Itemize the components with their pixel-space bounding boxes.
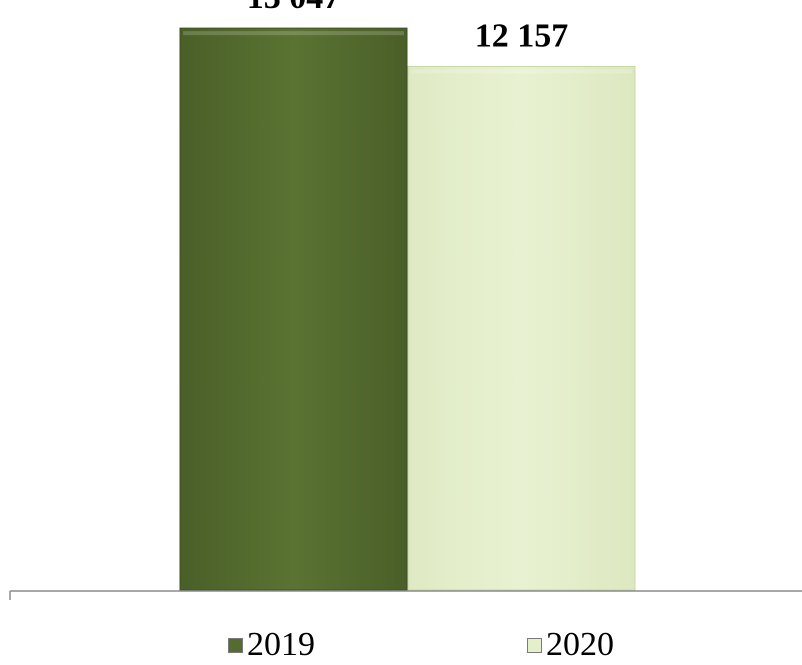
legend-swatch-2019 [228,637,243,653]
data-label-2020: 12 157 [475,17,569,54]
data-label-2019: 13 047 [247,0,341,16]
legend-label-2020: 2020 [546,626,614,663]
legend-item-2019: 2019 [228,625,315,665]
bar-highlight-2020 [411,69,632,74]
bars-layer [179,27,636,591]
bar-highlight-2019 [183,31,404,36]
bar-2019 [179,27,408,591]
legend-swatch-2020 [527,637,542,653]
bar-chart: 13 047 12 157 [9,0,802,600]
data-labels-layer: 13 047 12 157 [247,0,569,54]
legend-item-2020: 2020 [527,625,614,665]
bar-2020 [407,65,636,591]
legend-label-2019: 2019 [247,626,315,663]
legend: 2019 2020 [0,625,802,665]
